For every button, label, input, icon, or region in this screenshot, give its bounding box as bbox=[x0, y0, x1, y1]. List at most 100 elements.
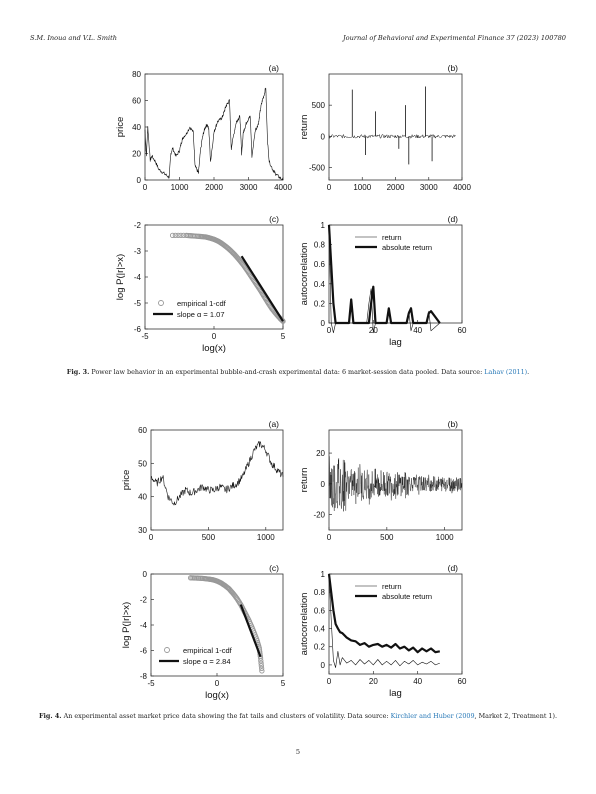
y-axis-label: price bbox=[115, 117, 126, 138]
y-axis-label: log P(|r|>x) bbox=[115, 254, 126, 300]
legend-label-fit: slope α = 2.84 bbox=[183, 657, 231, 666]
price-series-line bbox=[150, 440, 284, 506]
x-tick-label: 0 bbox=[149, 533, 154, 542]
y-tick-label: -8 bbox=[140, 672, 148, 681]
y-tick-label: 60 bbox=[132, 97, 141, 106]
page-number: 5 bbox=[295, 748, 301, 756]
y-axis-label: return bbox=[299, 468, 310, 493]
y-tick-label: 40 bbox=[132, 123, 141, 132]
fig3-source-link[interactable]: Lahav (2011) bbox=[484, 368, 528, 376]
x-tick-label: 1000 bbox=[436, 533, 454, 542]
fig3-label: Fig. 3. bbox=[66, 368, 90, 376]
legend-label-return: return bbox=[382, 233, 402, 242]
x-tick-label: 0 bbox=[327, 677, 332, 686]
panel-label: (b) bbox=[448, 63, 459, 73]
y-tick-label: 0 bbox=[143, 570, 148, 579]
x-tick-label: 3000 bbox=[240, 183, 258, 192]
x-tick-label: 4000 bbox=[274, 183, 292, 192]
y-tick-label: -500 bbox=[309, 164, 326, 173]
x-tick-label: 4000 bbox=[453, 183, 471, 192]
x-tick-label: 40 bbox=[413, 677, 422, 686]
fig4-label: Fig. 4. bbox=[38, 712, 62, 720]
y-tick-label: 20 bbox=[316, 449, 325, 458]
data-point bbox=[178, 232, 184, 239]
y-tick-label: 0.8 bbox=[314, 241, 326, 250]
running-header-journal: Journal of Behavioral and Experimental F… bbox=[343, 34, 566, 42]
plot-frame bbox=[144, 73, 284, 181]
x-tick-label: 5 bbox=[281, 679, 286, 688]
y-tick-label: 0.6 bbox=[314, 260, 326, 269]
x-tick-label: -5 bbox=[147, 679, 155, 688]
y-tick-label: 0 bbox=[137, 176, 142, 185]
legend-label-empirical: empirical 1-cdf bbox=[177, 299, 227, 308]
series-line-return bbox=[328, 573, 440, 668]
fig3-panel-b-return: 0 1000 2000 3000 4000 -500 0 500 (b) return bbox=[299, 63, 471, 192]
y-tick-label: 0.6 bbox=[314, 606, 326, 615]
x-tick-label: 20 bbox=[369, 677, 378, 686]
series-line-absolute-return bbox=[327, 573, 441, 654]
y-tick-label: 0 bbox=[321, 480, 326, 489]
data-point bbox=[280, 318, 286, 324]
x-axis-label: lag bbox=[389, 337, 402, 348]
y-axis-label: price bbox=[121, 470, 132, 491]
plot-frame bbox=[328, 73, 463, 181]
data-point bbox=[172, 232, 179, 239]
x-tick-label: 3000 bbox=[420, 183, 438, 192]
x-tick-label: 500 bbox=[380, 533, 394, 542]
return-series-line bbox=[328, 134, 456, 139]
fig4-panel-c-tail: -5 0 5 -8 -6 -4 -2 0 (c) log P(|r|>x) log(x) empiri… bbox=[121, 563, 286, 701]
x-tick-label: 0 bbox=[327, 326, 332, 335]
panel-label: (d) bbox=[448, 563, 459, 573]
fit-line bbox=[239, 604, 262, 658]
y-tick-label: 40 bbox=[138, 493, 147, 502]
fig3-caption-text: Power law behavior in an experimental bu… bbox=[91, 368, 485, 376]
data-point bbox=[258, 660, 264, 666]
return-series-line bbox=[328, 456, 463, 512]
y-tick-label: 50 bbox=[138, 459, 147, 468]
y-tick-label: 1 bbox=[321, 570, 326, 579]
data-point bbox=[258, 665, 265, 672]
x-tick-label: 60 bbox=[458, 677, 467, 686]
y-axis-label: return bbox=[299, 115, 310, 140]
y-tick-label: 0.2 bbox=[314, 643, 326, 652]
x-axis-label: log(x) bbox=[202, 343, 226, 354]
y-tick-label: 20 bbox=[132, 150, 141, 159]
fig3-panel-d-autocorrelation: 0 20 40 6000.20.40.60.81(d)autocorrelationl… bbox=[299, 214, 467, 348]
y-axis-label: log P(|r|>x) bbox=[121, 602, 132, 648]
fig3-caption-tail: . bbox=[527, 368, 530, 376]
legend-marker-empirical bbox=[164, 647, 170, 653]
y-tick-label: 0.4 bbox=[314, 625, 326, 634]
plot-frame bbox=[150, 429, 284, 531]
y-tick-label: 80 bbox=[132, 70, 141, 79]
y-tick-label: 60 bbox=[138, 426, 147, 435]
x-tick-label: 0 bbox=[327, 533, 332, 542]
y-tick-label: -20 bbox=[313, 511, 325, 520]
x-tick-label: 2000 bbox=[387, 183, 405, 192]
x-axis-label: log(x) bbox=[205, 690, 229, 701]
plot-frame bbox=[328, 573, 463, 675]
x-tick-label: 5 bbox=[281, 332, 286, 341]
y-axis-label: autocorrelation bbox=[299, 243, 310, 306]
fit-line bbox=[240, 255, 284, 322]
legend-label-fit: slope α = 1.07 bbox=[177, 310, 225, 319]
x-tick-label: -5 bbox=[141, 332, 149, 341]
y-tick-label: 0 bbox=[321, 319, 326, 328]
fig4-caption-tail: , Market 2, Treatment 1). bbox=[474, 712, 558, 720]
fig4-panel-d-autocorrelation: 0 20 40 60 0 0.2 0.4 0.6 0.8 1 (d) autocorrelation l… bbox=[299, 563, 467, 699]
y-tick-label: 0.2 bbox=[314, 299, 326, 308]
data-point bbox=[259, 668, 265, 674]
data-point bbox=[258, 663, 265, 669]
y-tick-label: 0.8 bbox=[314, 588, 326, 597]
x-tick-label: 1000 bbox=[353, 183, 371, 192]
data-point bbox=[258, 658, 264, 664]
x-axis-label: lag bbox=[389, 688, 402, 699]
y-axis-label: autocorrelation bbox=[299, 593, 310, 656]
fig3-panel-a-price: 0 1000 2000 3000 4000 0 20 40 60 80 (a) price bbox=[115, 63, 292, 192]
y-tick-label: 0 bbox=[321, 661, 326, 670]
x-tick-label: 1000 bbox=[171, 183, 189, 192]
y-tick-label: -6 bbox=[140, 647, 148, 656]
x-tick-label: 0 bbox=[143, 183, 148, 192]
panel-label: (c) bbox=[269, 214, 279, 224]
x-tick-label: 500 bbox=[202, 533, 216, 542]
fig4-source-link[interactable]: Kirchler and Huber (2009 bbox=[390, 712, 475, 720]
